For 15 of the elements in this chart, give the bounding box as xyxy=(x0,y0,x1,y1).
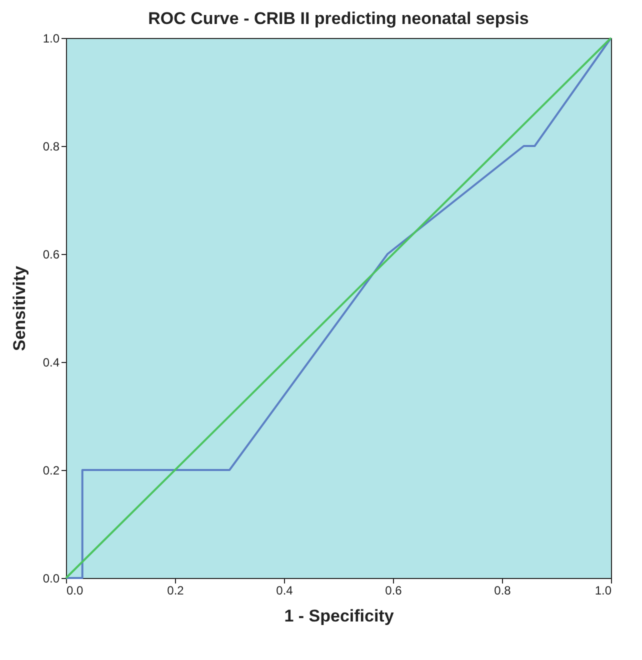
y-tick-label: 0.8 xyxy=(42,140,60,154)
y-tick-label: 0.0 xyxy=(42,572,60,586)
x-tick-label: 0.6 xyxy=(385,584,402,598)
x-tick-label: 0.4 xyxy=(276,584,294,598)
x-tick-label: 0.0 xyxy=(66,584,84,598)
y-tick-label: 0.2 xyxy=(42,464,60,478)
x-tick-label: 1.0 xyxy=(594,584,612,598)
x-tick-label: 0.2 xyxy=(167,584,184,598)
chart-title: ROC Curve - CRIB II predicting neonatal sepsis xyxy=(148,9,529,28)
y-tick-label: 0.6 xyxy=(42,248,60,262)
x-tick-label: 0.8 xyxy=(494,584,512,598)
y-tick-label: 0.4 xyxy=(42,356,60,370)
y-axis-title: Sensitivity xyxy=(10,265,29,352)
y-tick-label: 1.0 xyxy=(42,32,60,46)
x-axis-title: 1 - Specificity xyxy=(284,606,394,626)
